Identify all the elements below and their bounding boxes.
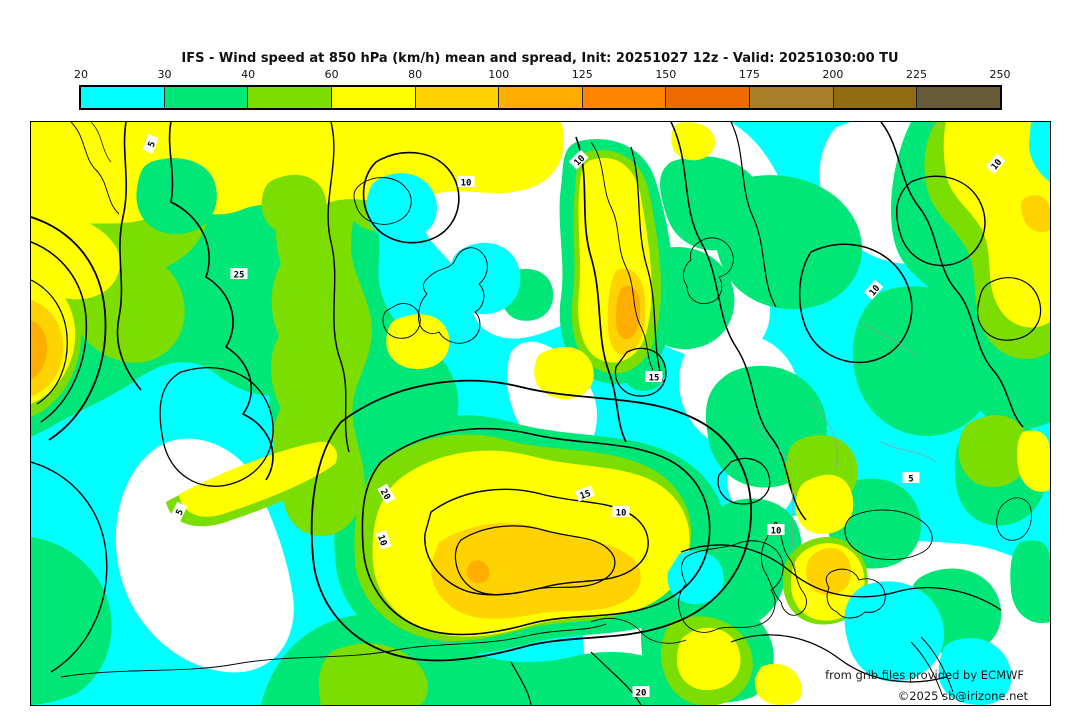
colorbar-tick-label: 125 [571, 68, 593, 81]
colorbar-segment [498, 87, 582, 108]
colorbar-segment [163, 87, 248, 108]
map-canvas: 5 10 10 25 5 20 15 15 10 10 10 10 20 5 10 from grib fi… [30, 121, 1051, 706]
contour-label: 20 [377, 483, 396, 504]
colorbar-segment [414, 87, 499, 108]
colorbar-segment [832, 87, 917, 108]
chart-title: IFS - Wind speed at 850 hPa (km/h) mean … [181, 51, 899, 66]
colorbar-tick-label: 30 [157, 68, 172, 81]
spread-contours [31, 122, 1042, 705]
coastlines [60, 122, 1032, 698]
country-borders [750, 321, 937, 573]
colorbar-tick-label: 40 [241, 68, 256, 81]
contour-label: 15 [645, 371, 663, 384]
colorbar-tick-label: 80 [408, 68, 423, 81]
colorbar-tick-label: 225 [905, 68, 927, 81]
colorbar-segment [81, 87, 164, 108]
svg-text:10: 10 [771, 527, 782, 537]
colorbar: 20 30 40 60 80 100 125 150 175 200 225 250 [74, 68, 1011, 110]
svg-text:5: 5 [175, 508, 186, 517]
colorbar-tick-label: 200 [822, 68, 844, 81]
svg-text:25: 25 [234, 271, 245, 281]
svg-text:15: 15 [649, 374, 660, 384]
attribution-ecmwf: from grib files provided by ECMWF [825, 668, 1024, 682]
mottle-patches [136, 158, 327, 234]
colorbar-tick-row: 20 30 40 60 80 100 125 150 175 200 225 250 [74, 68, 1011, 83]
svg-text:10: 10 [461, 179, 472, 189]
svg-text:5: 5 [147, 140, 158, 149]
colorbar-segment [581, 87, 666, 108]
contour-label: 5 [169, 501, 188, 522]
contour-label: 10 [457, 176, 475, 189]
svg-text:10: 10 [616, 509, 627, 519]
contour-label: 10 [612, 506, 630, 519]
contour-label: 20 [632, 686, 650, 699]
contour-label: 10 [375, 529, 392, 550]
svg-text:10: 10 [375, 534, 388, 548]
colorbar-tick-label: 60 [324, 68, 339, 81]
svg-text:20: 20 [636, 689, 647, 699]
svg-text:15: 15 [579, 489, 593, 502]
colorbar-segment [749, 87, 833, 108]
colorbar-scale [79, 85, 1002, 110]
cyan-overlays [366, 122, 1050, 705]
colorbar-tick-label: 150 [655, 68, 677, 81]
contour-label: 15 [574, 485, 595, 502]
colorbar-tick-label: 100 [488, 68, 510, 81]
colorbar-tick-label: 20 [74, 68, 88, 81]
colorbar-segment [916, 87, 1001, 108]
svg-text:5: 5 [908, 475, 913, 485]
colorbar-segment [330, 87, 415, 108]
contour-label: 25 [230, 268, 248, 281]
contour-label: 5 [142, 133, 159, 154]
contour-label: 5 [902, 472, 920, 485]
colorbar-tick-label: 250 [989, 68, 1011, 81]
svg-text:20: 20 [378, 488, 392, 502]
contour-label: 10 [767, 524, 785, 537]
colorbar-tick-label: 175 [738, 68, 760, 81]
attribution-copyright: ©2025 sb@irizone.net [897, 689, 1028, 703]
colorbar-segment [665, 87, 750, 108]
colorbar-segment [247, 87, 331, 108]
